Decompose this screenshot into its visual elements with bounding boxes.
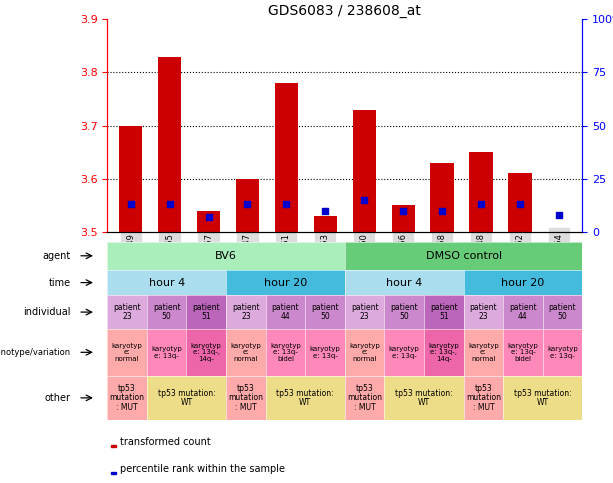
Text: karyotyp
e: 13q-: karyotyp e: 13q- bbox=[547, 346, 578, 358]
Text: hour 4: hour 4 bbox=[386, 278, 422, 287]
Text: patient
23: patient 23 bbox=[113, 303, 141, 322]
Text: tp53 mutation:
WT: tp53 mutation: WT bbox=[395, 388, 453, 407]
Text: karyotyp
e: 13q-: karyotyp e: 13q- bbox=[151, 346, 182, 358]
Text: tp53 mutation:
WT: tp53 mutation: WT bbox=[158, 388, 215, 407]
Title: GDS6083 / 238608_at: GDS6083 / 238608_at bbox=[268, 4, 421, 18]
Text: individual: individual bbox=[23, 307, 71, 317]
Bar bbox=[197, 211, 220, 232]
Text: patient
44: patient 44 bbox=[509, 303, 537, 322]
Text: karyotyp
e: 13q-: karyotyp e: 13q- bbox=[310, 346, 340, 358]
Text: tp53
mutation
: MUT: tp53 mutation : MUT bbox=[466, 384, 501, 412]
Text: patient
23: patient 23 bbox=[351, 303, 378, 322]
Text: karyotyp
e:
normal: karyotyp e: normal bbox=[112, 343, 142, 362]
Point bbox=[321, 207, 330, 214]
Bar bbox=[111, 472, 116, 473]
Text: tp53 mutation:
WT: tp53 mutation: WT bbox=[514, 388, 571, 407]
Text: tp53
mutation
: MUT: tp53 mutation : MUT bbox=[110, 384, 145, 412]
Text: patient
51: patient 51 bbox=[430, 303, 457, 322]
Text: genotype/variation: genotype/variation bbox=[0, 348, 71, 357]
Text: hour 20: hour 20 bbox=[501, 278, 544, 287]
Point bbox=[476, 200, 486, 208]
Bar bbox=[470, 152, 493, 232]
Text: percentile rank within the sample: percentile rank within the sample bbox=[120, 464, 285, 474]
Point bbox=[165, 200, 175, 208]
Text: karyotyp
e: 13q-: karyotyp e: 13q- bbox=[389, 346, 419, 358]
Point bbox=[281, 200, 291, 208]
Bar bbox=[158, 57, 181, 232]
Point bbox=[359, 196, 369, 204]
Text: tp53
mutation
: MUT: tp53 mutation : MUT bbox=[347, 384, 382, 412]
Point bbox=[204, 213, 213, 221]
Text: patient
23: patient 23 bbox=[470, 303, 497, 322]
Bar bbox=[275, 83, 298, 232]
Text: patient
50: patient 50 bbox=[153, 303, 180, 322]
Text: patient
23: patient 23 bbox=[232, 303, 260, 322]
Text: BV6: BV6 bbox=[215, 251, 237, 261]
Text: karyotyp
e:
normal: karyotyp e: normal bbox=[230, 343, 261, 362]
Text: tp53 mutation:
WT: tp53 mutation: WT bbox=[276, 388, 334, 407]
Bar bbox=[314, 216, 337, 232]
Point bbox=[126, 200, 135, 208]
Text: tp53
mutation
: MUT: tp53 mutation : MUT bbox=[228, 384, 264, 412]
Bar bbox=[430, 163, 454, 232]
Bar bbox=[352, 110, 376, 232]
Point bbox=[437, 207, 447, 214]
Point bbox=[398, 207, 408, 214]
Point bbox=[243, 200, 253, 208]
Text: patient
51: patient 51 bbox=[192, 303, 220, 322]
Text: patient
50: patient 50 bbox=[311, 303, 339, 322]
Text: karyotyp
e: 13q-,
14q-: karyotyp e: 13q-, 14q- bbox=[191, 343, 222, 362]
Text: agent: agent bbox=[43, 251, 71, 261]
Bar bbox=[392, 205, 415, 232]
Text: DMSO control: DMSO control bbox=[425, 251, 501, 261]
Bar bbox=[508, 173, 531, 232]
Text: karyotyp
e:
normal: karyotyp e: normal bbox=[349, 343, 380, 362]
Text: patient
50: patient 50 bbox=[549, 303, 576, 322]
Text: other: other bbox=[45, 393, 71, 403]
Bar bbox=[111, 445, 116, 447]
Text: patient
50: patient 50 bbox=[390, 303, 418, 322]
Point bbox=[515, 200, 525, 208]
Text: patient
44: patient 44 bbox=[272, 303, 299, 322]
Point bbox=[554, 211, 564, 219]
Text: hour 4: hour 4 bbox=[148, 278, 185, 287]
Text: karyotyp
e: 13q-
bidel: karyotyp e: 13q- bidel bbox=[508, 343, 538, 362]
Text: time: time bbox=[49, 278, 71, 287]
Text: karyotyp
e:
normal: karyotyp e: normal bbox=[468, 343, 499, 362]
Text: hour 20: hour 20 bbox=[264, 278, 307, 287]
Bar bbox=[119, 126, 142, 232]
Bar bbox=[236, 179, 259, 232]
Text: karyotyp
e: 13q-
bidel: karyotyp e: 13q- bidel bbox=[270, 343, 301, 362]
Text: karyotyp
e: 13q-,
14q-: karyotyp e: 13q-, 14q- bbox=[428, 343, 459, 362]
Text: transformed count: transformed count bbox=[120, 437, 211, 447]
